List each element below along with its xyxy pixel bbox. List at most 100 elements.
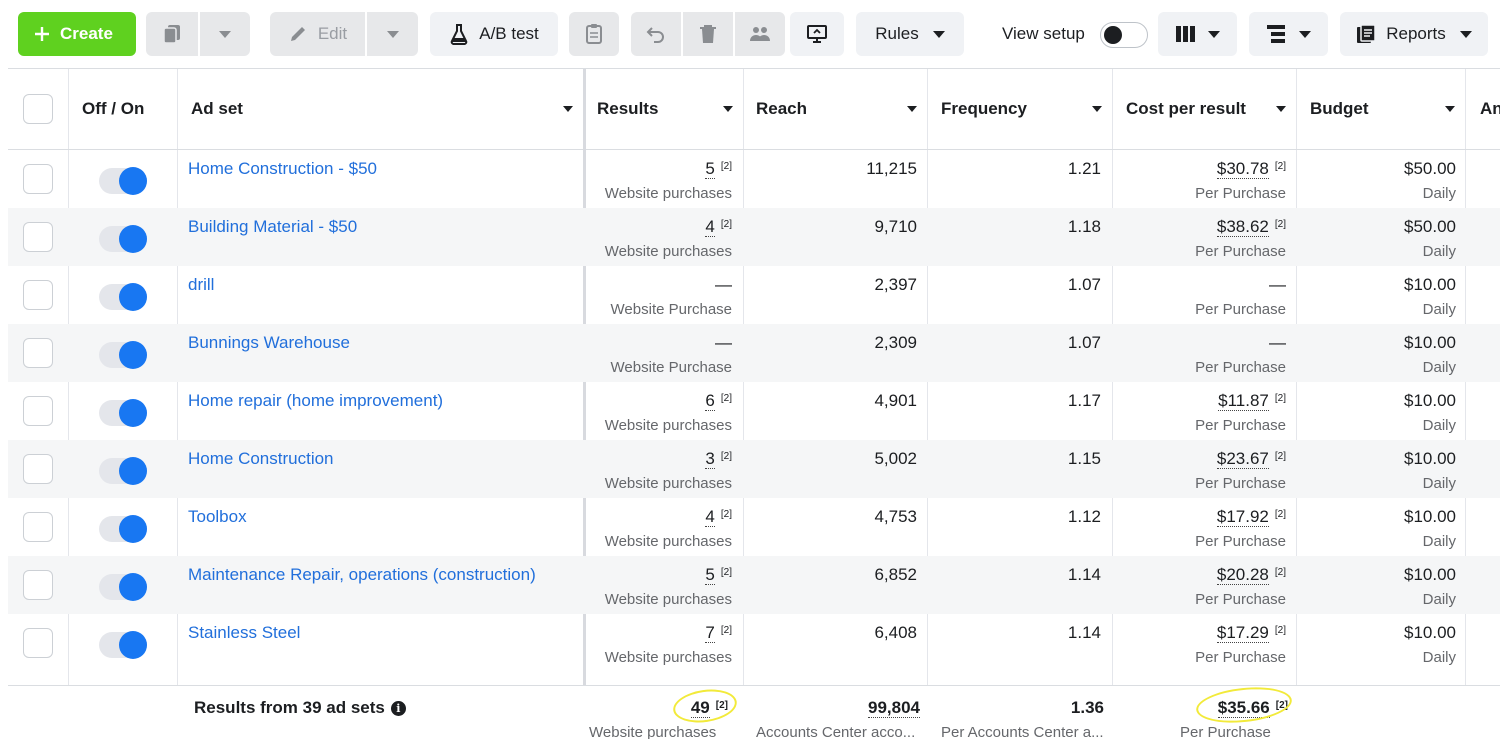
ad-set-toggle[interactable] bbox=[99, 515, 147, 543]
select-all-checkbox[interactable] bbox=[23, 94, 53, 124]
cost-per-result-value[interactable]: $17.92 [2] bbox=[1128, 507, 1286, 527]
ad-set-toggle[interactable] bbox=[99, 631, 147, 659]
row-checkbox[interactable] bbox=[23, 164, 53, 194]
results-value: — bbox=[608, 333, 732, 353]
table-row[interactable]: Home Construction - $50 5 [2] Website purch… bbox=[8, 150, 1500, 208]
results-number: 4 bbox=[705, 217, 715, 237]
info-icon[interactable]: i bbox=[390, 700, 406, 716]
duplicate-dropdown-button[interactable] bbox=[200, 12, 250, 56]
results-value[interactable]: 4 [2] bbox=[608, 507, 732, 527]
ad-set-name-link[interactable]: Bunnings Warehouse bbox=[188, 333, 350, 352]
table-row[interactable]: drill — Website Purchase 2,397 1.07 — Per Purc… bbox=[8, 266, 1500, 324]
column-header-budget-label: Budget bbox=[1310, 99, 1369, 118]
row-checkbox[interactable] bbox=[23, 512, 53, 542]
columns-button[interactable] bbox=[1158, 12, 1237, 56]
breakdown-button[interactable] bbox=[1249, 12, 1328, 56]
create-button[interactable]: Create bbox=[18, 12, 136, 56]
frequency-value: 1.14 bbox=[1067, 623, 1101, 642]
reports-button[interactable]: Reports bbox=[1340, 12, 1488, 56]
clipboard-button[interactable] bbox=[569, 12, 619, 56]
footnote-marker: [2] bbox=[720, 567, 732, 578]
column-header-cost-per-result[interactable]: Cost per result bbox=[1113, 69, 1297, 149]
edit-button[interactable]: Edit bbox=[270, 12, 365, 56]
summary-frequency-value: 1.36 bbox=[1070, 698, 1104, 717]
cost-per-result-value[interactable]: $11.87 [2] bbox=[1128, 391, 1286, 411]
edit-dropdown-button[interactable] bbox=[367, 12, 418, 56]
row-checkbox[interactable] bbox=[23, 280, 53, 310]
ad-set-toggle[interactable] bbox=[99, 283, 147, 311]
ad-set-toggle[interactable] bbox=[99, 167, 147, 195]
column-header-reach[interactable]: Reach bbox=[744, 69, 928, 149]
cost-per-result-value[interactable]: $38.62 [2] bbox=[1128, 217, 1286, 237]
ad-set-name-link[interactable]: Home Construction bbox=[188, 449, 334, 468]
summary-reach[interactable]: 99,804 bbox=[768, 698, 920, 718]
table-row[interactable]: Toolbox 4 [2] Website purchases 4,753 1.12 $17… bbox=[8, 498, 1500, 556]
column-header-amount-spent[interactable]: An bbox=[1466, 69, 1500, 149]
summary-results[interactable]: 49 [2] bbox=[628, 698, 728, 718]
ad-set-name-link[interactable]: Stainless Steel bbox=[188, 623, 301, 642]
column-header-budget[interactable]: Budget bbox=[1297, 69, 1466, 149]
export-icon bbox=[806, 24, 828, 44]
table-row[interactable]: Maintenance Repair, operations (construc… bbox=[8, 556, 1500, 614]
ad-set-name-link[interactable]: Building Material - $50 bbox=[188, 217, 358, 236]
ad-set-toggle[interactable] bbox=[99, 573, 147, 601]
row-select-cell bbox=[8, 556, 68, 614]
results-sub: Website Purchase bbox=[610, 301, 732, 318]
column-header-ad-set[interactable]: Ad set bbox=[178, 69, 584, 149]
table-row[interactable]: Home repair (home improvement) 6 [2] Websit… bbox=[8, 382, 1500, 440]
clipboard-icon bbox=[585, 23, 603, 45]
ad-set-toggle[interactable] bbox=[99, 341, 147, 369]
results-value[interactable]: 3 [2] bbox=[608, 449, 732, 469]
column-header-frequency[interactable]: Frequency bbox=[928, 69, 1113, 149]
column-header-results[interactable]: Results bbox=[587, 69, 744, 149]
ad-set-name-link[interactable]: Home repair (home improvement) bbox=[188, 391, 444, 410]
cost-sub: Per Purchase bbox=[1195, 243, 1286, 260]
duplicate-button[interactable] bbox=[146, 12, 198, 56]
row-checkbox[interactable] bbox=[23, 454, 53, 484]
row-checkbox[interactable] bbox=[23, 338, 53, 368]
export-button[interactable] bbox=[790, 12, 844, 56]
cost-per-result-value[interactable]: $17.29 [2] bbox=[1128, 623, 1286, 643]
column-divider bbox=[68, 150, 69, 685]
view-setup-toggle[interactable] bbox=[1100, 22, 1148, 48]
cost-per-result-value[interactable]: $20.28 [2] bbox=[1128, 565, 1286, 585]
cost-per-result-value[interactable]: $23.67 [2] bbox=[1128, 449, 1286, 469]
ad-set-toggle[interactable] bbox=[99, 457, 147, 485]
cost-sub: Per Purchase bbox=[1195, 591, 1286, 608]
cost-number: $20.28 bbox=[1216, 565, 1269, 585]
sort-caret-icon bbox=[1445, 106, 1455, 112]
ad-set-toggle[interactable] bbox=[99, 399, 147, 427]
row-checkbox[interactable] bbox=[23, 396, 53, 426]
ad-set-name-link[interactable]: Maintenance Repair, operations (construc… bbox=[188, 565, 536, 584]
row-checkbox[interactable] bbox=[23, 570, 53, 600]
results-value[interactable]: 5 [2] bbox=[608, 565, 732, 585]
results-value[interactable]: 5 [2] bbox=[608, 159, 732, 179]
row-select-cell bbox=[8, 614, 68, 672]
ad-sets-table: Off / On Ad set Results Reach Frequency … bbox=[8, 68, 1500, 739]
delete-button[interactable] bbox=[683, 12, 733, 56]
footnote-marker: [2] bbox=[1274, 219, 1286, 230]
results-value[interactable]: 6 [2] bbox=[608, 391, 732, 411]
rules-button[interactable]: Rules bbox=[856, 12, 964, 56]
ab-test-button[interactable]: A/B test bbox=[430, 12, 558, 56]
table-row[interactable]: Stainless Steel 7 [2] Website purchases 6,40… bbox=[8, 614, 1500, 672]
ad-set-name-link[interactable]: Home Construction - $50 bbox=[188, 159, 377, 178]
audience-button[interactable] bbox=[735, 12, 785, 56]
row-checkbox[interactable] bbox=[23, 222, 53, 252]
row-checkbox[interactable] bbox=[23, 628, 53, 658]
cost-per-result-value[interactable]: $30.78 [2] bbox=[1128, 159, 1286, 179]
results-number: 3 bbox=[705, 449, 715, 469]
ad-set-name-link[interactable]: Toolbox bbox=[188, 507, 247, 526]
undo-icon bbox=[646, 25, 666, 43]
ad-set-name-link[interactable]: drill bbox=[188, 275, 215, 294]
breakdown-icon bbox=[1266, 25, 1287, 43]
results-value[interactable]: 4 [2] bbox=[608, 217, 732, 237]
results-value[interactable]: 7 [2] bbox=[608, 623, 732, 643]
table-row[interactable]: Building Material - $50 4 [2] Website purch… bbox=[8, 208, 1500, 266]
undo-button[interactable] bbox=[631, 12, 681, 56]
budget-sub: Daily bbox=[1422, 649, 1456, 666]
table-row[interactable]: Home Construction 3 [2] Website purchases 5,… bbox=[8, 440, 1500, 498]
ad-set-toggle[interactable] bbox=[99, 225, 147, 253]
table-row[interactable]: Bunnings Warehouse — Website Purchase 2,309… bbox=[8, 324, 1500, 382]
summary-cost-per-result[interactable]: $35.66 [2] bbox=[1128, 698, 1288, 718]
